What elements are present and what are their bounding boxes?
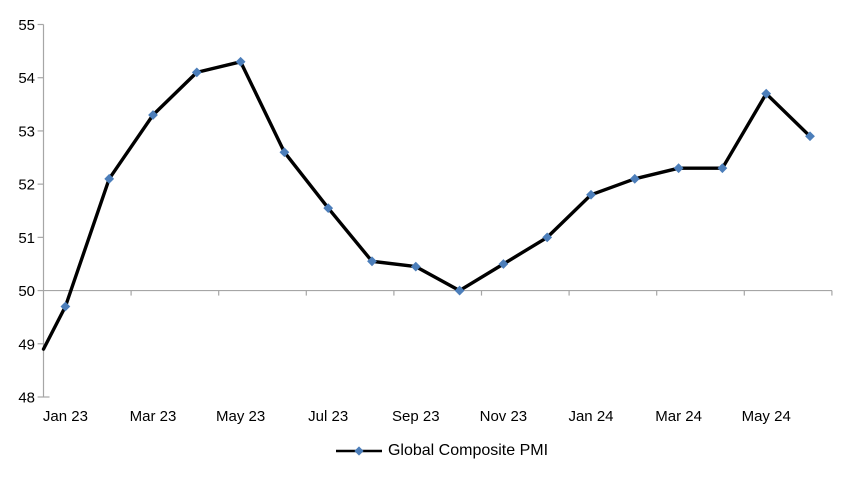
y-axis-label: 51	[18, 230, 35, 247]
data-point-marker	[60, 301, 71, 312]
y-axis-label: 50	[18, 283, 35, 300]
legend-diamond-icon	[354, 446, 364, 456]
y-axis-label: 49	[18, 336, 35, 353]
data-point-marker	[498, 259, 509, 269]
data-point-marker	[805, 131, 815, 142]
y-axis-label: 54	[18, 70, 35, 87]
x-axis-label: May 24	[742, 408, 791, 425]
data-point-marker	[367, 256, 377, 267]
x-axis-label: Sep 23	[392, 408, 440, 425]
legend-line-marker-icon	[335, 446, 382, 456]
y-axis-label: 48	[18, 390, 35, 407]
data-point-marker	[586, 189, 596, 200]
data-point-marker	[761, 88, 772, 99]
data-point-marker	[717, 163, 728, 174]
data-point-marker	[148, 110, 158, 120]
x-axis-label: Jan 24	[568, 408, 613, 425]
data-point-marker	[410, 261, 421, 272]
data-point-marker	[235, 56, 246, 67]
data-point-marker	[542, 232, 553, 243]
data-point-marker	[673, 163, 684, 174]
x-axis-label: May 23	[216, 408, 265, 425]
data-point-marker	[191, 67, 202, 78]
data-point-marker	[323, 203, 334, 213]
x-axis-label: Mar 24	[655, 408, 702, 425]
data-point-marker	[279, 147, 290, 158]
pmi-series-line	[41, 60, 812, 351]
data-point-marker	[104, 173, 115, 184]
x-axis-label: Jan 23	[43, 408, 88, 425]
y-axis-label: 53	[18, 123, 35, 140]
x-axis-label: Nov 23	[480, 408, 528, 425]
x-axis-label: Jul 23	[308, 408, 348, 425]
x-axis-label: Mar 23	[130, 408, 177, 425]
data-point-marker	[454, 285, 465, 296]
legend-label: Global Composite PMI	[387, 442, 549, 459]
y-axis-label: 52	[18, 177, 35, 194]
y-axis-label: 55	[18, 17, 35, 34]
data-point-marker	[629, 173, 640, 184]
chart-legend: Global Composite PMI	[16, 442, 852, 460]
